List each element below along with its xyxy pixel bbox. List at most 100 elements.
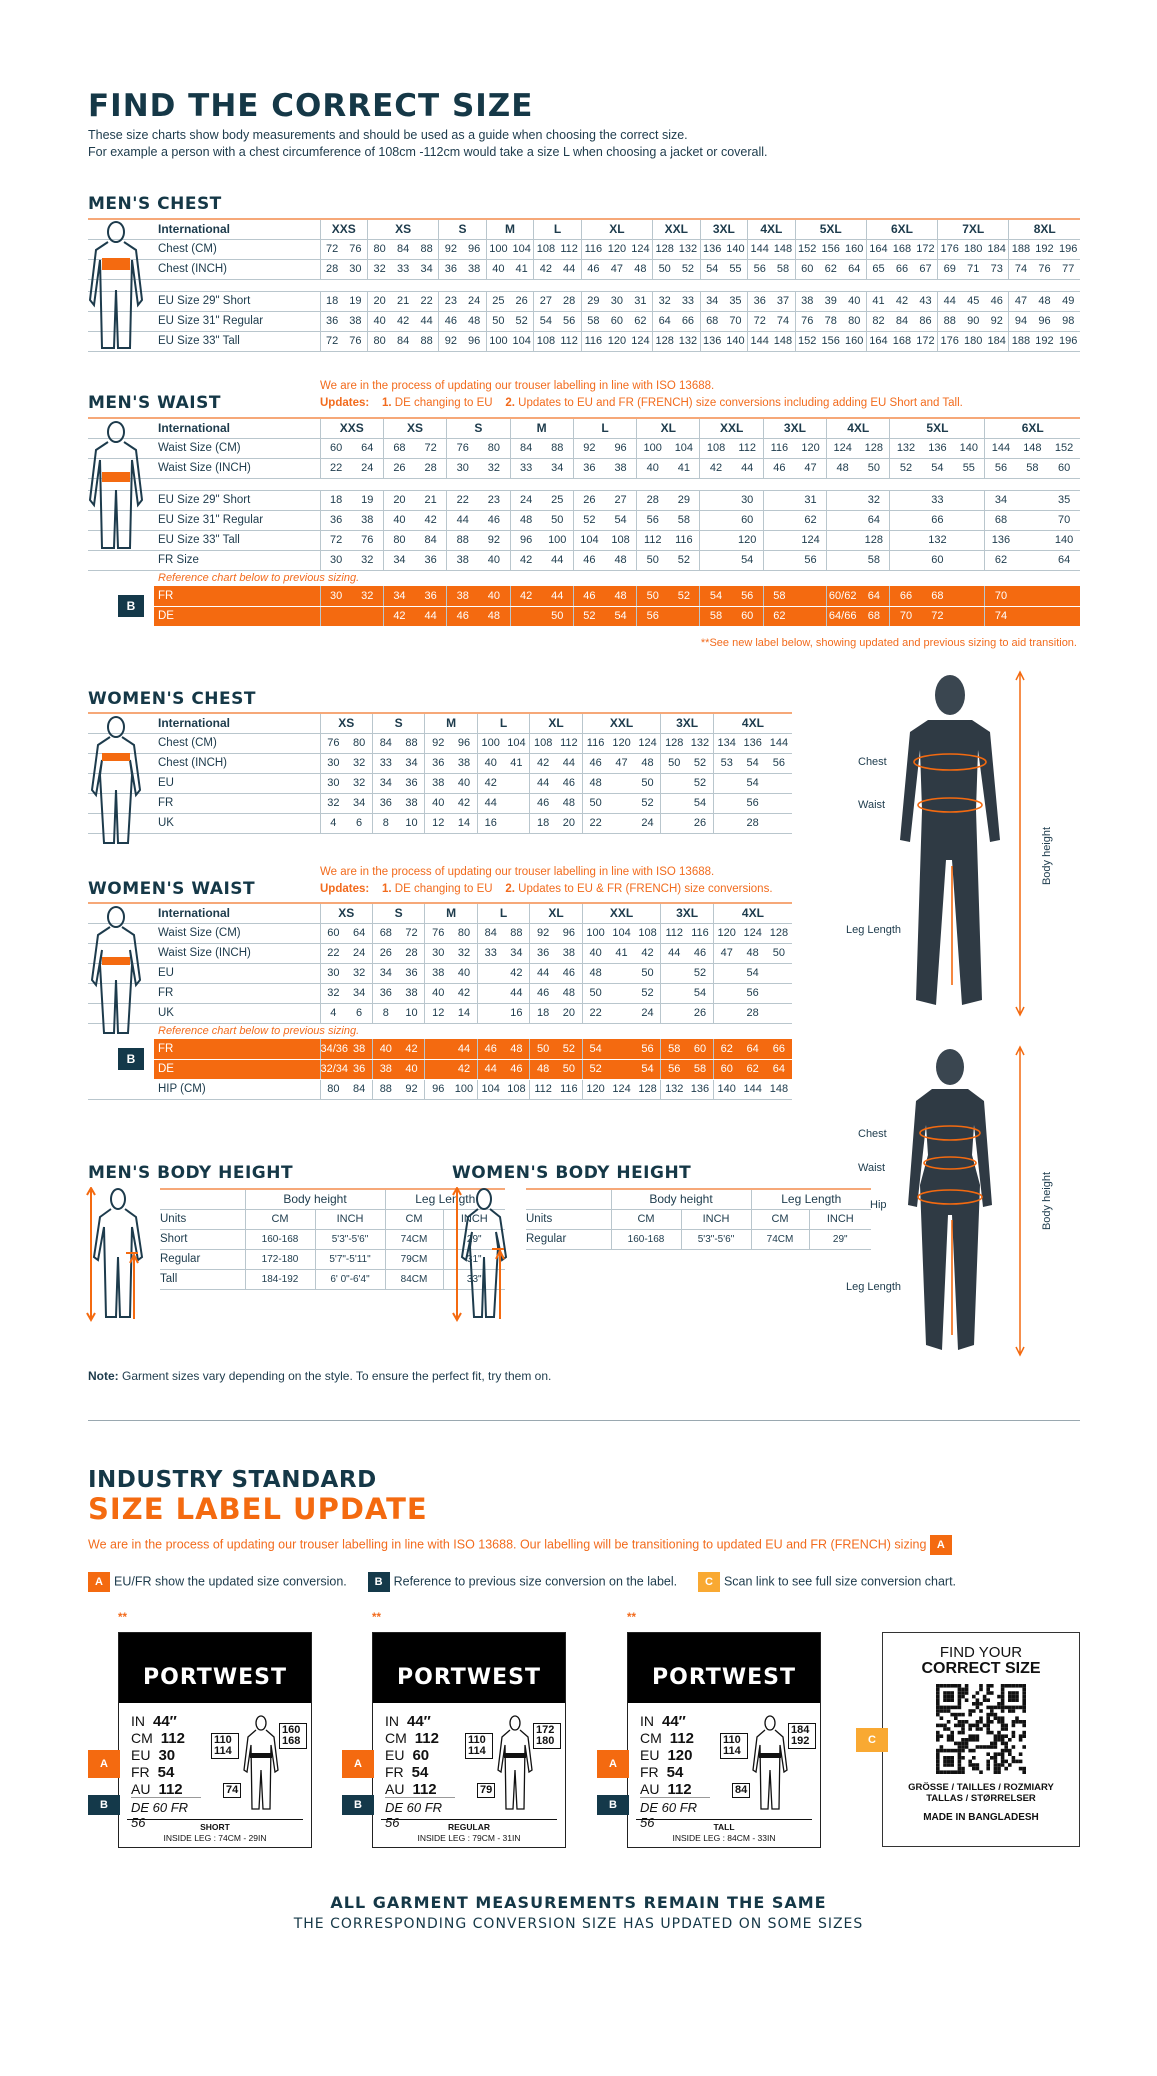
table-cell: 48 [462,311,487,332]
womens-waist-heading: WOMEN'S WAIST [88,879,256,899]
table-cell: 19 [343,291,368,312]
size-header: 4XL [712,712,793,734]
table-cell: 144 [984,438,1017,459]
value-key: AU [640,1781,660,1797]
footer-line1: ALL GARMENT MEASUREMENTS REMAIN THE SAME [330,1893,827,1912]
row-label: DE [88,1059,320,1080]
table-cell: 56 [557,311,582,332]
table-cell: 34 [371,773,399,794]
table-cell: 50 [858,458,890,479]
table-cell: 4 [319,1003,347,1024]
table-cell: 96 [451,733,478,754]
table-cell: 128 [652,331,677,352]
fit-name: SHORT [200,1822,230,1832]
table-cell: 156 [818,331,843,352]
table-cell: 68 [371,923,399,944]
size-label-update-heading: SIZE LABEL UPDATE [88,1492,428,1526]
table-cell: 79CM [384,1249,444,1270]
table-cell: 26 [687,813,714,834]
table-cell: 54 [604,510,637,531]
table-cell: 132 [889,438,922,459]
table-cell: 148 [1016,438,1049,459]
value: 60 [412,1747,430,1764]
table-cell: 112 [731,438,764,459]
reference-note-row: Reference chart below to previous sizing… [88,570,1080,586]
table-cell: 148 [765,1079,793,1100]
table-cell: 58 [687,1059,714,1080]
size-header: XS [319,902,373,924]
legend-a-text: EU/FR show the updated size conversion. [114,1574,347,1589]
table-cell: 88 [937,311,962,332]
table-row: EU Size 33" Tall 72 76 80 84 88 92 96 100 104 108 1… [88,331,1081,352]
legend-c-text: Scan link to see full size conversion ch… [723,1574,957,1589]
size-header: XXL [581,902,661,924]
table-cell: 20 [556,813,583,834]
table-cell: 48 [628,259,653,280]
table-cell: 96 [462,239,487,260]
table-row: EU 30 32 34 36 38 40 42 44 46 48 50 52 54 [88,963,793,984]
table-cell: 67 [913,259,938,280]
male-waist-figure-icon [88,421,144,549]
table-row: Chest (INCH) 28 30 32 33 34 36 38 40 41 42 44 46 47 48… [88,259,1081,280]
value: 112 [669,1730,694,1747]
table-cell: 54 [739,773,766,794]
size-header: 4XL [747,218,796,240]
table-cell [1016,530,1049,551]
table-cell [424,1039,452,1060]
table-cell: 6 [346,1003,373,1024]
table-cell: 52 [668,550,700,571]
update-text: Updates to EU and FR (FRENCH) size conve… [518,397,963,409]
table-cell: 33 [371,753,399,774]
table-cell: 52 [581,1059,609,1080]
table-cell [826,530,859,551]
size-header: 5XL [794,218,867,240]
female-body-figure-icon [908,1045,1025,1357]
table-cell: 80 [367,239,392,260]
portwest-logo: PORTWEST [119,1633,311,1703]
table-cell: 62 [739,1059,766,1080]
table-cell: 50 [765,943,793,964]
table-cell: 60 [319,923,347,944]
table-cell: 66 [889,586,922,607]
value-key: EU [640,1747,660,1763]
table-cell [826,490,859,511]
table-cell: 46 [572,586,605,607]
table-cell: 36 [371,983,399,1004]
badge-a: A [929,1535,952,1555]
table-cell: 54 [533,311,558,332]
table-cell: 40 [478,550,511,571]
table-cell: 44 [446,510,479,531]
table-cell: 48 [556,983,583,1004]
table-cell: 35 [1048,490,1080,511]
table-cell: 54 [739,963,766,984]
table-cell: 32 [319,983,347,1004]
size-header: XS [367,218,439,240]
table-cell: 120 [731,530,764,551]
reference-note: Reference chart below to previous sizing… [158,1025,360,1038]
value-key: EU [385,1747,405,1763]
table-cell: 124 [826,438,859,459]
fit-info: SHORT INSIDE LEG : 74CM - 29IN [127,1819,303,1844]
table-cell: 136 [687,1079,714,1100]
qr-langs: TALLAS / STØRRELSER [926,1793,1036,1804]
table-cell: 42 [476,773,504,794]
table-cell: 66 [921,510,954,531]
waist-label: Waist [858,799,886,811]
table-cell: 96 [604,438,637,459]
table-cell: 48 [509,510,542,531]
table-cell: 56 [636,606,669,627]
table-cell: 132 [687,733,714,754]
table-cell [699,510,732,531]
table-cell: 160-168 [244,1229,315,1250]
table-cell: 36 [398,963,425,984]
table-row: Chest (INCH) 30 32 33 34 36 38 40 41 42 44 46 47 48 50… [88,753,793,774]
inside-leg: INSIDE LEG : 84CM - 33IN [672,1833,776,1843]
group-header: Leg Length [750,1188,872,1210]
table-cell: 52 [676,259,701,280]
table-cell: 20 [556,1003,583,1024]
size-header: XS [382,417,447,439]
table-cell: 46 [503,1059,530,1080]
table-cell: 112 [557,331,582,352]
table-cell: 33 [509,458,542,479]
row-label: Waist Size (CM) [88,438,321,459]
